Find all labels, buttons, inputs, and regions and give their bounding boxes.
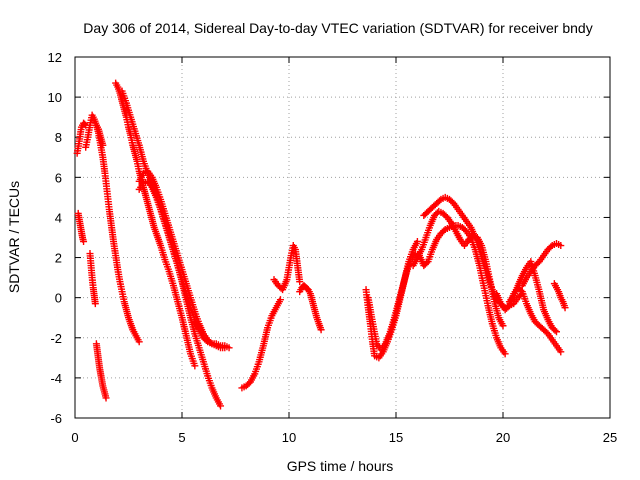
data-point bbox=[225, 344, 233, 352]
data-point bbox=[296, 278, 304, 286]
x-tick-label: 25 bbox=[603, 430, 617, 445]
y-tick-label: 8 bbox=[55, 130, 62, 145]
data-point bbox=[547, 243, 555, 251]
data-point bbox=[436, 197, 444, 205]
data-point bbox=[504, 303, 512, 311]
series-sat-c bbox=[92, 121, 143, 346]
y-tick-label: 0 bbox=[55, 291, 62, 306]
y-tick-label: 6 bbox=[55, 170, 62, 185]
data-series bbox=[73, 79, 569, 410]
data-point bbox=[423, 259, 431, 267]
x-tick-label: 0 bbox=[71, 430, 78, 445]
data-point bbox=[135, 338, 143, 346]
data-point bbox=[81, 120, 89, 128]
y-tick-label: 4 bbox=[55, 210, 62, 225]
data-point bbox=[551, 326, 559, 334]
y-tick-label: -6 bbox=[50, 411, 62, 426]
data-point bbox=[553, 328, 560, 336]
data-point bbox=[561, 304, 569, 312]
data-point bbox=[501, 350, 509, 358]
series-sat-l bbox=[270, 242, 304, 294]
data-point bbox=[191, 362, 199, 370]
y-tick-label: -4 bbox=[50, 371, 62, 386]
data-point bbox=[557, 348, 565, 356]
series-sat-s bbox=[505, 258, 560, 336]
x-axis-label: GPS time / hours bbox=[287, 458, 394, 474]
data-point bbox=[91, 300, 99, 308]
data-point bbox=[276, 296, 284, 304]
data-point bbox=[499, 322, 507, 330]
series-sat-m bbox=[296, 282, 325, 334]
axis-ticks: 0 5 10 15 20 25 -6 -4 -2 0 2 4 6 8 10 12 bbox=[48, 50, 618, 445]
series-sat-j bbox=[135, 177, 233, 352]
series-sat-e bbox=[86, 250, 99, 308]
y-tick-label: 10 bbox=[48, 90, 62, 105]
data-point bbox=[440, 227, 448, 235]
plot-frame bbox=[74, 56, 611, 419]
data-point bbox=[413, 238, 421, 246]
series-sat-u bbox=[550, 280, 569, 312]
x-tick-label: 20 bbox=[496, 430, 510, 445]
data-point bbox=[557, 242, 565, 250]
series-sat-t bbox=[518, 240, 565, 290]
series-sat-i bbox=[135, 167, 229, 352]
data-point bbox=[317, 326, 325, 334]
y-axis-label: SDTVAR / TECUs bbox=[6, 181, 22, 293]
y-tick-label: -2 bbox=[50, 331, 62, 346]
grid bbox=[75, 57, 610, 418]
series-sat-k bbox=[238, 296, 284, 392]
chart-title: Day 306 of 2014, Sidereal Day-to-day VTE… bbox=[83, 20, 592, 36]
data-point bbox=[217, 402, 225, 410]
series-sat-d bbox=[74, 209, 88, 246]
y-tick-label: 12 bbox=[48, 50, 62, 65]
series-sat-f bbox=[92, 340, 110, 402]
series-sat-r bbox=[493, 284, 565, 356]
data-point bbox=[202, 336, 210, 344]
x-tick-label: 15 bbox=[389, 430, 403, 445]
x-tick-label: 10 bbox=[282, 430, 296, 445]
y-tick-label: 2 bbox=[55, 251, 62, 266]
data-point bbox=[102, 394, 110, 402]
x-tick-label: 5 bbox=[178, 430, 185, 445]
series-sat-h bbox=[118, 87, 225, 410]
series-sat-g bbox=[112, 79, 199, 370]
data-point bbox=[80, 238, 88, 246]
